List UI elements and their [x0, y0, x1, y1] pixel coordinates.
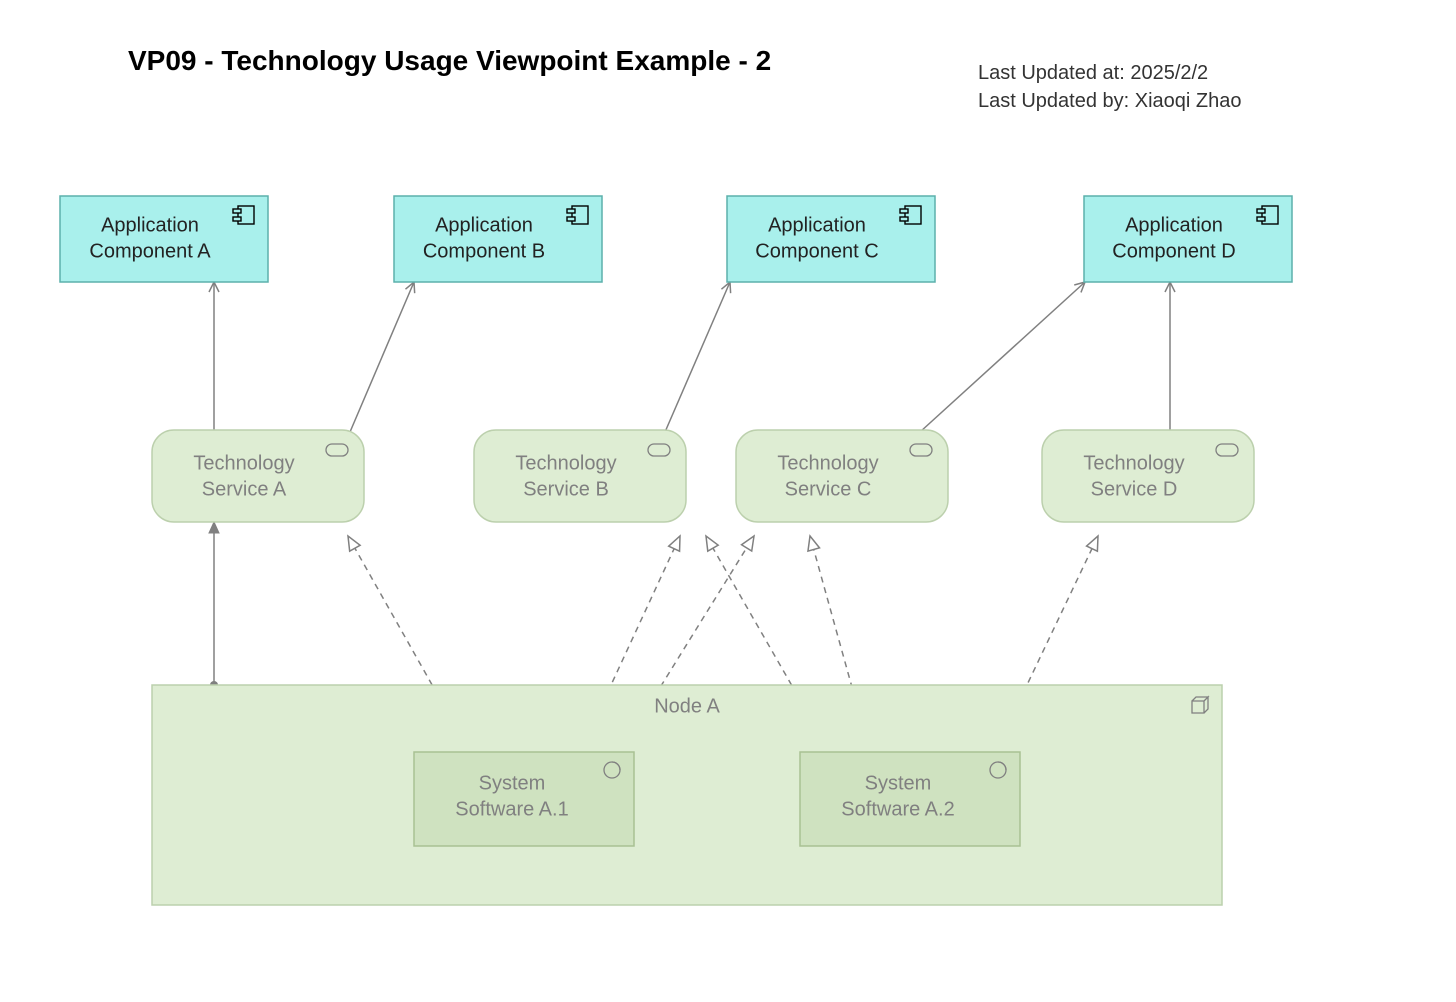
technology-service: Technology Service C	[736, 430, 948, 522]
svg-text:Application: Application	[435, 214, 533, 236]
svg-text:Software A.2: Software A.2	[841, 798, 954, 820]
application-component: Application Component C	[727, 196, 935, 282]
technology-service: Technology Service A	[152, 430, 364, 522]
technology-service: Technology Service B	[474, 430, 686, 522]
application-component: Application Component B	[394, 196, 602, 282]
svg-text:System: System	[479, 772, 546, 794]
technology-service: Technology Service D	[1042, 430, 1254, 522]
system-software: System Software A.1	[414, 752, 634, 846]
svg-text:Application: Application	[101, 214, 199, 236]
svg-text:Application: Application	[1125, 214, 1223, 236]
svg-text:Software A.1: Software A.1	[455, 798, 568, 820]
svg-text:Component C: Component C	[755, 240, 878, 262]
svg-text:Technology: Technology	[193, 452, 294, 474]
edge	[920, 282, 1085, 432]
svg-text:Component D: Component D	[1112, 240, 1235, 262]
svg-text:Application: Application	[768, 214, 866, 236]
edge	[350, 282, 414, 432]
svg-text:Technology: Technology	[515, 452, 616, 474]
application-component: Application Component A	[60, 196, 268, 282]
edge	[665, 282, 730, 432]
svg-text:Component B: Component B	[423, 240, 545, 262]
node-container: Node A	[152, 685, 1222, 905]
svg-text:System: System	[865, 772, 932, 794]
svg-text:Technology: Technology	[1083, 452, 1184, 474]
svg-text:Node A: Node A	[654, 695, 720, 717]
svg-text:Service D: Service D	[1091, 478, 1178, 500]
svg-text:Component A: Component A	[89, 240, 211, 262]
svg-text:Service B: Service B	[523, 478, 609, 500]
application-component: Application Component D	[1084, 196, 1292, 282]
system-software: System Software A.2	[800, 752, 1020, 846]
svg-text:Technology: Technology	[777, 452, 878, 474]
svg-text:Service C: Service C	[785, 478, 872, 500]
svg-text:Service A: Service A	[202, 478, 287, 500]
diagram-canvas: Node A System Software A.1 System Software A…	[0, 0, 1456, 1002]
